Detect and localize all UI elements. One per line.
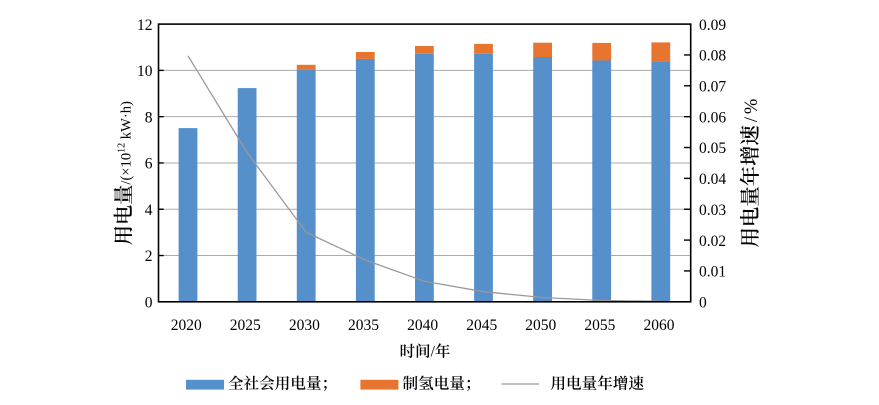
svg-text:2045: 2045 [466, 317, 497, 334]
svg-text:8: 8 [145, 109, 153, 126]
svg-text:2025: 2025 [230, 317, 261, 334]
svg-text:0.02: 0.02 [699, 233, 726, 250]
svg-text:2: 2 [145, 248, 153, 265]
svg-text:0.05: 0.05 [699, 140, 726, 157]
svg-text:10: 10 [137, 63, 153, 80]
svg-text:2055: 2055 [584, 317, 615, 334]
svg-text:kW·h): kW·h) [119, 101, 135, 143]
svg-text:0.07: 0.07 [699, 79, 726, 96]
svg-text:2040: 2040 [407, 317, 438, 334]
svg-text:0: 0 [699, 295, 707, 312]
svg-text:0.01: 0.01 [699, 264, 726, 281]
svg-text:0.09: 0.09 [699, 17, 726, 34]
svg-text:0.06: 0.06 [699, 109, 726, 126]
svg-text:/(×10: /(×10 [119, 153, 135, 185]
svg-text:/: / [431, 344, 436, 361]
svg-text:12: 12 [137, 17, 153, 34]
svg-text:0: 0 [145, 295, 153, 312]
svg-text:0.08: 0.08 [699, 48, 726, 65]
svg-text:/: / [742, 116, 762, 122]
svg-text:2060: 2060 [644, 317, 675, 334]
svg-text:0.04: 0.04 [699, 171, 726, 188]
svg-text:2020: 2020 [171, 317, 202, 334]
svg-text:12: 12 [116, 143, 127, 153]
svg-text:2050: 2050 [525, 317, 556, 334]
svg-text:%: % [742, 99, 762, 114]
svg-text:6: 6 [145, 156, 153, 173]
svg-text:0.03: 0.03 [699, 202, 726, 219]
svg-text:4: 4 [145, 202, 153, 219]
svg-text:2035: 2035 [348, 317, 379, 334]
svg-text:2030: 2030 [289, 317, 320, 334]
